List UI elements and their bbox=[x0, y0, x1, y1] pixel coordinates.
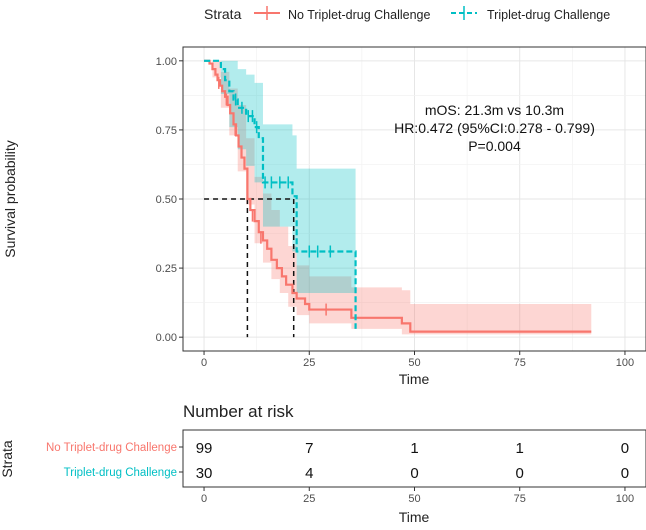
km-axis-ticks: 0 25 50 75 100 0.00 0.25 0.50 0.75 1.00 bbox=[156, 56, 635, 369]
km-grid bbox=[183, 47, 646, 351]
x-axis-label: Time bbox=[399, 371, 430, 387]
y-tick-label-0: 0.00 bbox=[156, 332, 177, 344]
risk-cell-triplet-100: 0 bbox=[621, 465, 629, 482]
km-median-lines bbox=[204, 198, 295, 338]
y-tick-label-1: 1.00 bbox=[156, 56, 177, 68]
y-tick-label-0.75: 0.75 bbox=[156, 125, 177, 137]
risk-cell-triplet-50: 0 bbox=[410, 465, 418, 482]
annotation-hr: HR:0.472 (95%CI:0.278 - 0.799) bbox=[394, 120, 595, 136]
risk-x-tick-label-50: 50 bbox=[408, 493, 420, 505]
ci-band-triplet bbox=[204, 60, 356, 329]
legend-label-no-triplet: No Triplet-drug Challenge bbox=[288, 8, 430, 22]
risk-cell-no-triplet-0: 99 bbox=[196, 440, 213, 457]
risk-cell-triplet-0: 30 bbox=[196, 465, 213, 482]
risk-cell-triplet-75: 0 bbox=[516, 465, 524, 482]
x-tick-label-0: 0 bbox=[201, 357, 207, 369]
km-confidence-bands bbox=[204, 60, 592, 335]
ci-band-no-triplet bbox=[204, 60, 592, 335]
risk-x-tick-label-0: 0 bbox=[201, 493, 207, 505]
annotation-mos: mOS: 21.3m vs 10.3m bbox=[425, 102, 564, 118]
risk-row-label-no-triplet: No Triplet-drug Challenge bbox=[46, 442, 177, 454]
risk-table-x-label: Time bbox=[399, 509, 430, 525]
y-axis-label: Survival probability bbox=[2, 140, 18, 258]
y-tick-label-0.25: 0.25 bbox=[156, 263, 177, 275]
legend-label-triplet: Triplet-drug Challenge bbox=[487, 8, 610, 22]
risk-table-rows: No Triplet-drug Challenge 99 7 1 1 0 Triplet-d… bbox=[46, 440, 629, 482]
legend-title: Strata bbox=[204, 6, 242, 22]
risk-row-label-triplet: Triplet-drug Challenge bbox=[64, 467, 177, 479]
risk-cell-no-triplet-50: 1 bbox=[410, 440, 418, 457]
x-tick-label-25: 25 bbox=[303, 357, 315, 369]
risk-x-tick-label-25: 25 bbox=[303, 493, 315, 505]
risk-x-tick-label-100: 100 bbox=[616, 493, 634, 505]
y-tick-label-0.5: 0.50 bbox=[156, 194, 177, 206]
risk-table-axis: 0 25 50 75 100 bbox=[201, 487, 634, 505]
risk-x-tick-label-75: 75 bbox=[514, 493, 526, 505]
risk-table-y-label: Strata bbox=[0, 440, 15, 478]
survival-curve-no-triplet bbox=[204, 59, 592, 333]
risk-cell-no-triplet-100: 0 bbox=[621, 440, 629, 457]
survival-curve-triplet bbox=[204, 59, 357, 329]
risk-cell-no-triplet-25: 7 bbox=[305, 440, 313, 457]
risk-table-title: Number at risk bbox=[183, 402, 294, 421]
km-censor-marks bbox=[218, 76, 332, 316]
km-curves bbox=[204, 59, 592, 333]
x-tick-label-100: 100 bbox=[616, 357, 634, 369]
risk-cell-no-triplet-75: 1 bbox=[516, 440, 524, 457]
legend: Strata No Triplet-drug Challenge Triplet… bbox=[204, 6, 610, 22]
x-tick-label-75: 75 bbox=[514, 357, 526, 369]
risk-cell-triplet-25: 4 bbox=[305, 465, 313, 482]
annotation-p-value: P=0.004 bbox=[468, 138, 521, 154]
x-tick-label-50: 50 bbox=[408, 357, 420, 369]
